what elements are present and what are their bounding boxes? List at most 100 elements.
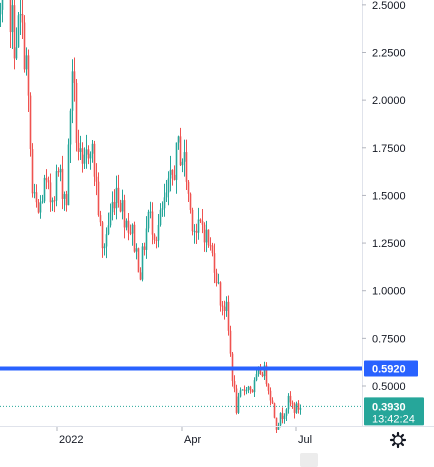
candle-body	[75, 82, 78, 143]
candle-body	[99, 215, 102, 223]
candle-body	[285, 409, 288, 416]
candle-body	[105, 234, 108, 247]
candle-body	[145, 228, 148, 250]
candle-body	[217, 282, 220, 284]
candle-body	[139, 272, 142, 280]
candle-body	[169, 169, 172, 179]
candle-body	[241, 389, 244, 391]
candle-body	[123, 200, 126, 228]
candle-body	[157, 224, 160, 241]
candle-body	[221, 305, 224, 307]
price-axis-tick-label: 2.2500	[372, 47, 406, 59]
candle-body	[9, 0, 12, 33]
candle-body	[237, 396, 240, 413]
candle-body	[11, 5, 14, 33]
candle-body	[113, 201, 116, 209]
level-price-tag: 0.5920	[364, 360, 418, 377]
candle-body	[273, 403, 276, 418]
price-axis-tick-label: 0.5000	[372, 381, 406, 393]
candle-body	[155, 239, 158, 241]
level-price-label: 0.5920	[372, 363, 406, 375]
chart-settings-gear-icon[interactable]	[389, 431, 407, 449]
candle-body	[149, 211, 152, 213]
price-axis-tick-label: 1.0000	[372, 286, 406, 298]
price-axis-tick-label: 1.7500	[372, 143, 406, 155]
time-axis[interactable]: 2022 Apr Jul	[56, 427, 312, 446]
candle-body	[199, 219, 202, 222]
candle-body	[247, 386, 250, 391]
candle-body	[67, 144, 70, 206]
candle-body	[125, 220, 128, 228]
candle-body	[295, 403, 298, 413]
candle-body	[267, 384, 270, 391]
price-axis-tick-label: 1.2500	[372, 238, 406, 250]
candle-body	[213, 253, 216, 273]
candlestick-series	[0, 0, 302, 434]
candle-body	[181, 161, 184, 166]
price-axis[interactable]: 2.5000 2.2500 2.0000 1.7500 1.5000 1.2500 1.00…	[362, 0, 406, 393]
candle-body	[189, 193, 192, 210]
candle-body	[71, 71, 74, 111]
candle-body	[233, 380, 236, 389]
time-axis-tick-label: Jul	[298, 434, 312, 446]
candle-body	[45, 177, 48, 181]
candle-body	[135, 248, 138, 252]
candle-body	[245, 390, 248, 392]
candle-body	[275, 417, 278, 430]
candle-body	[41, 201, 44, 203]
candle-body	[103, 246, 106, 249]
time-axis-tick-label: 2022	[59, 434, 83, 446]
candle-body	[1, 0, 4, 10]
candle-body	[23, 22, 26, 70]
candle-body	[163, 197, 166, 209]
candle-body	[143, 246, 146, 250]
last-price-label: 0.3930	[372, 401, 406, 413]
candle-body	[55, 171, 58, 201]
candle-body	[31, 149, 34, 194]
candle-body	[193, 230, 196, 232]
candle-body	[293, 404, 296, 413]
candle-body	[197, 219, 200, 233]
candle-body	[287, 395, 290, 410]
candle-body	[87, 149, 90, 159]
candle-body	[61, 168, 64, 199]
candle-body	[263, 365, 266, 377]
candle-body	[243, 389, 246, 391]
candle-body	[97, 181, 100, 216]
candle-body	[203, 224, 206, 243]
candle-body	[171, 169, 174, 175]
candle-body	[173, 174, 176, 180]
candle-body	[81, 148, 84, 164]
price-axis-tick-label: 2.0000	[372, 95, 406, 107]
candle-body	[235, 388, 238, 413]
candle-body	[119, 202, 122, 212]
candle-body	[83, 154, 86, 164]
candle-body	[177, 136, 180, 143]
candle-body	[191, 209, 194, 232]
bar-countdown-label: 13:42:24	[372, 413, 415, 425]
candle-body	[153, 234, 156, 240]
candle-body	[251, 390, 254, 393]
candle-body	[269, 390, 272, 401]
candle-body	[93, 143, 96, 177]
candle-body	[283, 415, 286, 420]
candle-body	[297, 403, 300, 410]
candle-body	[79, 148, 82, 152]
candle-body	[115, 187, 118, 209]
candle-body	[261, 374, 264, 377]
candle-body	[239, 390, 242, 397]
candle-body	[29, 95, 32, 150]
candle-body	[183, 152, 186, 162]
candle-body	[195, 230, 198, 233]
candle-body	[13, 5, 16, 59]
candle-body	[215, 272, 218, 284]
candle-body	[179, 136, 182, 166]
tradingview-logo-icon	[300, 453, 318, 467]
candle-body	[107, 225, 110, 235]
candle-body	[201, 221, 204, 225]
last-price-tag: 0.3930 13:42:24	[364, 397, 424, 426]
candle-body	[111, 201, 114, 213]
candle-body	[121, 200, 124, 212]
candle-body	[289, 395, 292, 403]
